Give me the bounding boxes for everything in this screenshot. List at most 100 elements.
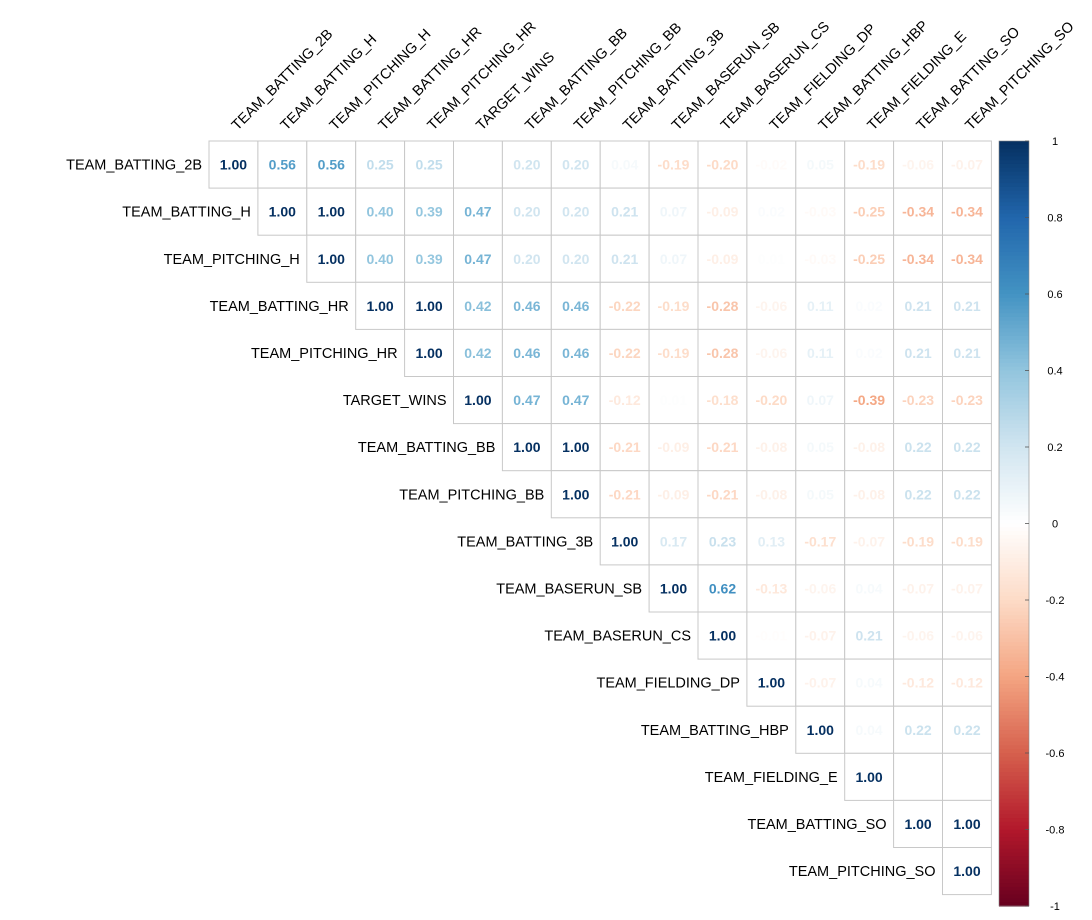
cell-0-9 [648, 140, 699, 189]
cell-7-10 [697, 470, 748, 519]
cell-value-2-15: -0.34 [951, 251, 983, 267]
colorbar-segment [999, 175, 1029, 180]
cell-values: 1.00 0.56 0.56 0.25 0.25 0.20 0.20 0.04 -0.19 -0.… [220, 157, 983, 879]
colorbar-segment [999, 550, 1029, 555]
cell-1-1 [257, 187, 308, 236]
colorbar-segment [999, 531, 1029, 536]
cell-value-5-9: 0.01 [660, 392, 687, 408]
cell-5-15 [942, 376, 992, 425]
cell-value-8-8: 1.00 [611, 533, 638, 549]
colorbar-segment [999, 385, 1029, 391]
colorbar-segment [999, 351, 1029, 356]
cell-value-14-14: 1.00 [904, 816, 931, 832]
colorbar-segment [999, 695, 1029, 701]
colorbar-segment [999, 225, 1029, 230]
cell-10-13 [844, 611, 895, 660]
cell-value-2-9: 0.07 [660, 251, 687, 267]
cell-value-3-14: 0.21 [904, 298, 931, 314]
colorbar-segment [999, 821, 1029, 827]
cell-0-2 [306, 140, 357, 189]
colorbar-segment [999, 634, 1029, 639]
cell-value-3-13: 0.02 [855, 298, 882, 314]
cell-value-9-10: 0.62 [709, 581, 736, 597]
colorbar-segment [999, 749, 1029, 754]
cell-value-7-12: 0.05 [807, 486, 834, 502]
colorbar-segment [999, 645, 1029, 651]
cell-value-10-12: -0.07 [804, 628, 836, 644]
colorbar-segment [999, 710, 1029, 716]
cell-1-12 [795, 187, 846, 236]
colorbar-segment [999, 179, 1029, 184]
colorbar-segment [999, 886, 1029, 892]
cell-2-12 [795, 234, 846, 283]
colorbar-segment [999, 703, 1029, 708]
row-label-2: TEAM_PITCHING_H [164, 252, 300, 268]
colorbar-segment [999, 282, 1029, 287]
cell-value-5-12: 0.07 [807, 392, 834, 408]
colorbar-tick-label: -0.8 [1046, 825, 1065, 837]
cell-10-14 [893, 611, 943, 660]
colorbar-segment [999, 458, 1029, 463]
colorbar-segment [999, 569, 1029, 574]
colorbar-segment [999, 764, 1029, 769]
colorbar-segment [999, 653, 1029, 658]
cell-1-2 [306, 187, 357, 236]
colorbar-segment [999, 833, 1029, 838]
cell-value-7-7: 1.00 [562, 486, 589, 502]
colorbar-segment [999, 167, 1029, 173]
cell-value-0-9: -0.19 [658, 157, 690, 173]
colorbar-segment [999, 753, 1029, 758]
cell-value-4-9: -0.19 [658, 345, 690, 361]
cell-value-10-14: -0.06 [902, 628, 934, 644]
colorbar-tick-label: 0.6 [1047, 289, 1062, 301]
cell-14-15 [942, 799, 992, 849]
cell-2-15 [942, 234, 992, 283]
colorbar-segment [999, 802, 1029, 808]
cell-value-6-11: -0.08 [755, 439, 787, 455]
colorbar-tick-label: 1 [1052, 136, 1058, 148]
cell-7-14 [893, 470, 943, 519]
cell-value-8-9: 0.17 [660, 533, 687, 549]
cell-value-1-8: 0.21 [611, 204, 638, 220]
cell-value-6-12: 0.05 [807, 439, 834, 455]
colorbar-segment [999, 450, 1029, 456]
cell-value-4-15: 0.21 [953, 345, 980, 361]
cell-value-3-10: -0.28 [707, 298, 739, 314]
cell-12-14 [893, 705, 943, 754]
cell-value-4-8: -0.22 [609, 345, 641, 361]
colorbar-tick-label: 0.4 [1047, 366, 1062, 378]
cell-value-9-13: 0.04 [855, 581, 882, 597]
colorbar-segment [999, 496, 1029, 502]
colorbar-segment [999, 141, 1029, 146]
colorbar-segment [999, 213, 1029, 219]
cell-value-1-7: 0.20 [562, 204, 589, 220]
colorbar-segment [999, 454, 1029, 460]
cell-value-8-14: -0.19 [902, 533, 934, 549]
colorbar-segment [999, 336, 1029, 341]
cell-value-0-11: -0.02 [755, 157, 787, 173]
colorbar-segment [999, 286, 1029, 291]
cell-0-0 [208, 140, 259, 189]
colorbar-segment [999, 573, 1029, 578]
cell-value-1-5: 0.47 [464, 204, 491, 220]
cell-value-2-5: 0.47 [464, 251, 491, 267]
colorbar-segment [999, 737, 1029, 743]
cell-9-10 [697, 564, 748, 613]
colorbar-segment [999, 542, 1029, 548]
colorbar-segment [999, 221, 1029, 226]
column-label-1: TEAM_BATTING_H [278, 32, 380, 134]
colorbar-segment [999, 527, 1029, 532]
cell-value-6-10: -0.21 [707, 439, 739, 455]
colorbar-segment [999, 584, 1029, 590]
colorbar-segment [999, 186, 1029, 192]
row-label-14: TEAM_BATTING_SO [747, 817, 886, 833]
cell-value-0-6: 0.20 [513, 157, 540, 173]
cell-value-6-6: 1.00 [513, 439, 540, 455]
cell-value-3-11: -0.06 [755, 298, 787, 314]
cell-value-9-15: -0.07 [951, 581, 983, 597]
cell-value-10-10: 1.00 [709, 628, 736, 644]
colorbar-segment [999, 730, 1029, 735]
cell-5-13 [844, 376, 895, 425]
cell-value-4-14: 0.21 [904, 345, 931, 361]
